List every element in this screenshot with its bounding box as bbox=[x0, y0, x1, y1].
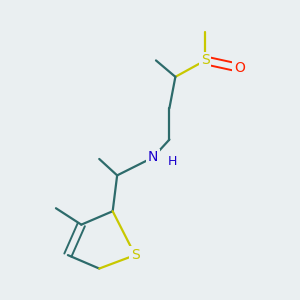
Text: S: S bbox=[201, 53, 210, 68]
Text: S: S bbox=[131, 248, 140, 262]
Text: N: N bbox=[148, 151, 158, 164]
Text: H: H bbox=[168, 155, 177, 168]
Text: O: O bbox=[234, 61, 245, 75]
